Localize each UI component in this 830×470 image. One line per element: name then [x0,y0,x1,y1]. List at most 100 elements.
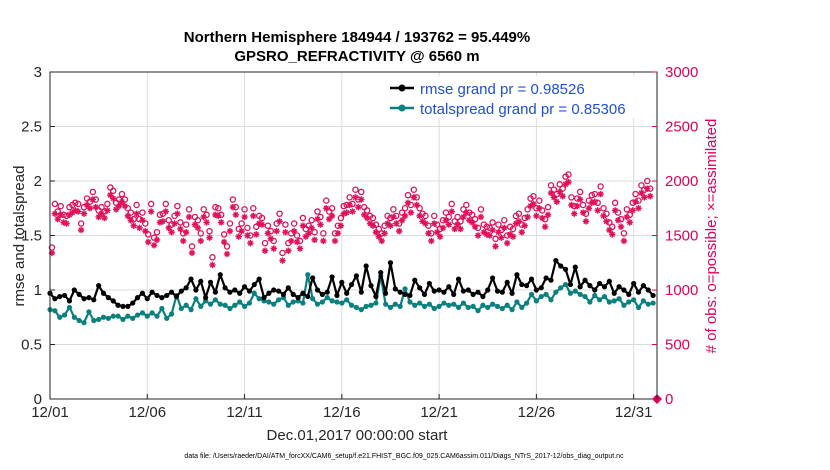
obs-possible-point [98,203,105,211]
rmse-point [616,284,622,290]
y-tick-label: 3 [34,64,42,81]
rmse-point [412,277,418,283]
rmse-point [271,287,277,293]
obs-possible-point [588,191,596,199]
obs-assimilated-point [606,226,613,234]
rmse-point [553,257,559,264]
rmse-point [358,289,364,295]
obs-assimilated-point [171,220,178,227]
rmse-point [592,287,598,293]
obs-assimilated-point [579,209,587,216]
rmse-point [91,297,97,303]
obs-assimilated-point [124,212,132,220]
obs-assimilated-point [515,218,523,225]
obs-assimilated-point [293,238,301,246]
obs-possible-point [337,214,345,222]
obs-assimilated-point [390,213,397,221]
obs-possible-point [276,210,283,217]
totalspread-point [417,300,423,306]
obs-assimilated-point [75,208,82,215]
legend-spread-label: totalspread grand pr = 0.85306 [420,101,626,118]
totalspread-point [275,297,282,303]
totalspread-point [183,302,189,308]
obs-possible-point [422,212,429,220]
obs-assimilated-point [285,247,292,254]
obs-possible-point [220,231,228,238]
totalspread-point [645,301,651,307]
obs-assimilated-point [603,218,610,225]
obs-assimilated-point [509,233,517,240]
obs-assimilated-point [375,233,382,240]
obs-possible-point [162,200,170,208]
obs-possible-point [565,171,572,178]
obs-assimilated-point [363,214,371,222]
obs-possible-point [299,214,307,222]
rmse-point [100,290,107,296]
rmse-point [353,273,360,279]
totalspread-point [616,296,622,302]
totalspread-point [159,305,165,312]
obs-possible-point [477,206,485,213]
obs-assimilated-point [311,236,318,244]
totalspread-point [572,288,578,294]
rmse-point [81,296,87,302]
totalspread-point [193,296,199,302]
obs-possible-point [261,239,269,247]
obs-assimilated-point [153,236,161,244]
obs-assimilated-point [77,226,85,234]
totalspread-point [66,304,73,311]
obs-assimilated-point [197,237,204,245]
obs-assimilated-point [121,202,129,210]
rmse-point [572,264,578,270]
obs-assimilated-point [571,210,578,217]
obs-assimilated-point [165,224,172,232]
obs-assimilated-point [413,201,420,209]
obs-assimilated-point [112,206,120,213]
totalspread-point [91,317,97,324]
obs-assimilated-point [623,213,631,221]
rmse-point [397,289,403,295]
obs-assimilated-point [536,205,543,212]
tick-layer: 12/01 12/06 12/11 12/16 12/21 12/26 12/31 0 0.5 1… [21,64,698,421]
rmse-point [339,279,345,285]
obs-possible-point [346,194,353,201]
totalspread-point [178,305,184,312]
rmse-point [436,287,442,293]
obs-assimilated-point [89,196,97,203]
rmse-point [261,295,267,301]
rmse-point [519,281,525,288]
obs-assimilated-point [416,212,423,220]
obs-possible-point [576,188,584,196]
y-tick-label: 1 [34,282,42,299]
obs-assimilated-point [320,237,327,245]
obs-assimilated-point [168,229,175,236]
rmse-point [558,263,564,269]
obs-assimilated-point [381,230,388,237]
totalspread-point [57,314,63,320]
y-tick-label: 2 [34,173,42,190]
obs-assimilated-point [308,224,315,232]
totalspread-point [397,303,403,309]
obs-assimilated-point [241,213,248,221]
rmse-point [402,291,408,297]
rmse-point [577,284,583,290]
totalspread-point [76,317,82,324]
totalspread-point [363,303,369,309]
obs-assimilated-point [541,223,549,230]
totalspread-point [465,304,471,311]
obs-possible-point [194,216,202,224]
rmse-point [57,293,63,300]
totalspread-point [436,303,442,309]
obs-assimilated-point [597,190,604,198]
rmse-point [597,280,603,287]
obs-possible-point [77,220,85,227]
obs-assimilated-point [565,178,572,186]
totalspread-point [490,301,496,307]
totalspread-point [130,315,136,321]
obs-possible-point [530,193,537,200]
totalspread-point [455,304,462,311]
obs-assimilated-point [641,194,648,201]
rmse-point [173,293,180,300]
obs-possible-point [611,199,619,207]
obs-assimilated-point [218,219,225,226]
